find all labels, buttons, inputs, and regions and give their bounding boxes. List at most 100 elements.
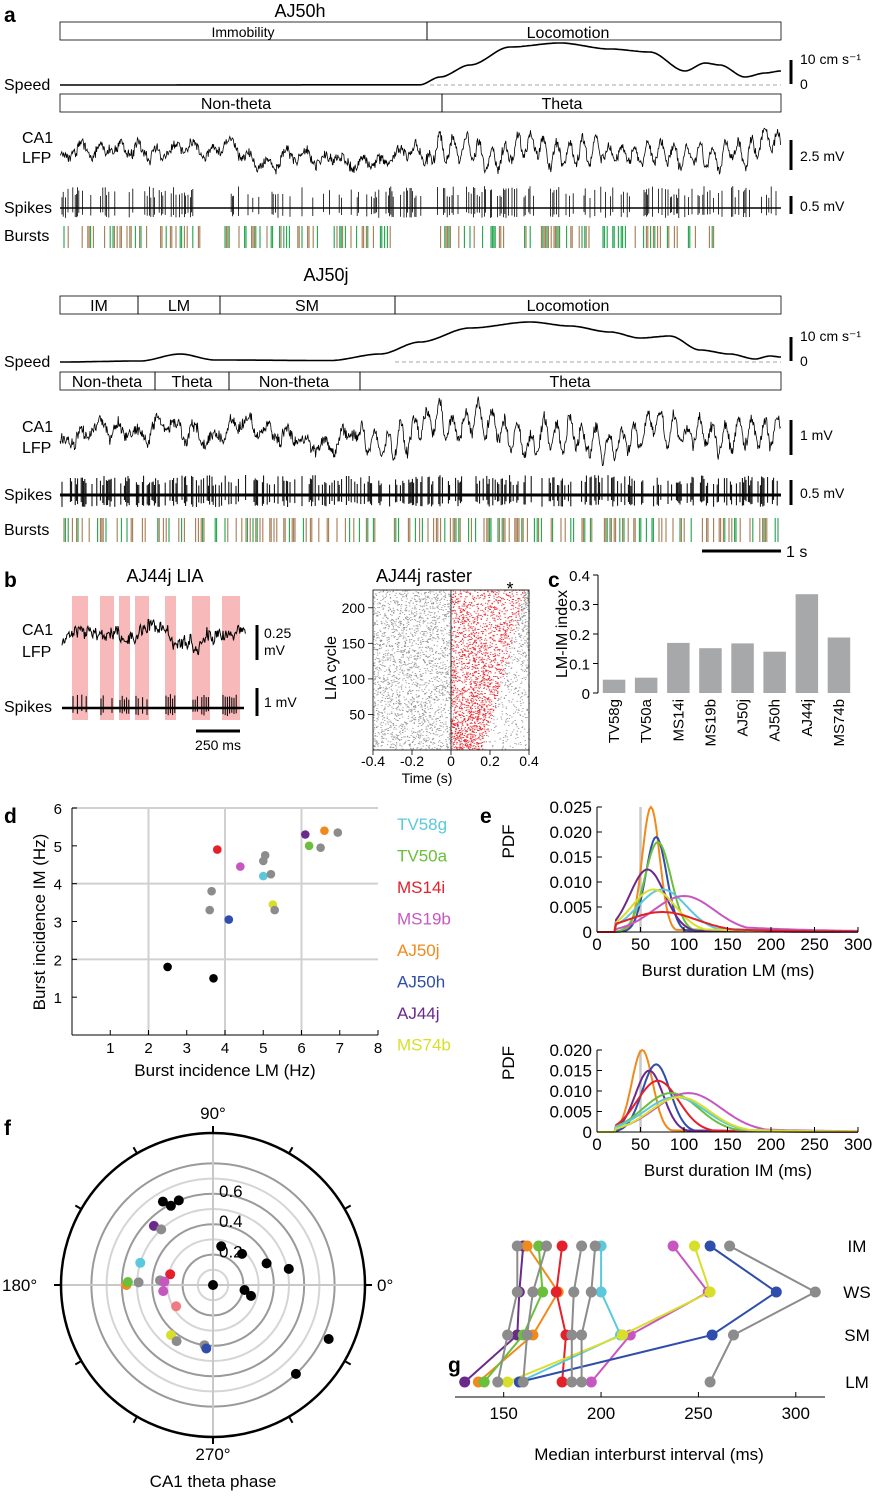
raster-tick	[488, 688, 491, 690]
raster-tick	[498, 678, 500, 679]
raster-tick	[390, 736, 393, 738]
raster-tick	[442, 630, 444, 632]
raster-tick	[398, 703, 401, 705]
raster-tick	[516, 658, 518, 660]
raster-tick	[373, 644, 375, 645]
raster-tick	[487, 656, 489, 657]
raster-tick	[434, 747, 436, 748]
raster-tick	[453, 716, 455, 718]
raster-tick	[398, 699, 400, 701]
raster-tick	[443, 687, 445, 689]
raster-tick	[420, 617, 422, 618]
raster-tick	[506, 673, 508, 674]
raster-tick	[469, 621, 471, 623]
raster-tick	[399, 609, 402, 611]
raster-tick	[407, 710, 409, 712]
raster-tick	[447, 737, 449, 738]
raster-tick	[373, 636, 375, 637]
raster-tick	[493, 686, 495, 687]
raster-tick	[466, 612, 468, 613]
raster-tick	[376, 615, 378, 617]
raster-tick	[469, 707, 472, 709]
raster-tick	[504, 632, 507, 633]
raster-tick	[381, 635, 383, 637]
raster-tick	[452, 692, 454, 694]
raster-tick	[483, 614, 485, 615]
raster-tick	[391, 713, 393, 714]
raster-tick	[449, 629, 451, 631]
raster-tick	[484, 654, 486, 656]
raster-tick	[387, 649, 389, 651]
raster-tick	[424, 662, 426, 664]
raster-tick	[472, 711, 474, 713]
raster-tick	[419, 615, 422, 617]
raster-tick	[527, 646, 529, 648]
raster-tick	[418, 617, 421, 618]
raster-tick	[527, 654, 530, 656]
raster-tick	[496, 718, 498, 720]
raster-tick	[439, 604, 441, 605]
raster-tick	[521, 661, 523, 662]
raster-tick	[418, 725, 420, 727]
raster-tick	[430, 693, 432, 694]
raster-tick	[480, 667, 483, 669]
raster-tick	[464, 745, 467, 746]
raster-tick	[433, 617, 435, 618]
raster-tick	[429, 634, 432, 635]
raster-tick	[507, 618, 509, 620]
raster-tick	[428, 716, 431, 718]
raster-tick	[467, 719, 470, 721]
raster-tick	[460, 608, 463, 610]
raster-tick	[461, 688, 463, 690]
raster-tick	[469, 634, 471, 635]
raster-tick	[464, 649, 466, 651]
raster-tick	[414, 673, 417, 674]
raster-tick	[485, 630, 487, 632]
raster-tick	[483, 704, 485, 706]
raster-tick	[379, 664, 381, 665]
raster-tick	[422, 651, 424, 653]
raster-tick	[373, 635, 376, 637]
raster-tick	[483, 674, 485, 676]
raster-tick	[475, 691, 477, 693]
raster-tick	[374, 702, 376, 704]
raster-tick	[451, 661, 454, 662]
raster-tick	[490, 680, 492, 682]
raster-tick	[471, 633, 473, 635]
raster-tick	[482, 748, 484, 750]
raster-tick	[470, 713, 472, 715]
raster-tick	[392, 735, 394, 737]
raster-tick	[388, 687, 391, 689]
raster-tick	[449, 604, 452, 606]
raster-tick	[468, 696, 471, 697]
raster-tick	[384, 720, 386, 721]
raster-tick	[445, 700, 447, 701]
raster-tick	[459, 708, 462, 709]
raster-tick	[468, 727, 470, 728]
raster-tick	[506, 623, 508, 625]
raster-tick	[373, 663, 375, 664]
raster-tick	[435, 651, 437, 653]
raster-tick	[440, 693, 442, 694]
raster-tick	[384, 700, 386, 702]
raster-tick	[448, 692, 450, 694]
raster-tick	[404, 641, 406, 643]
raster-tick	[456, 719, 459, 721]
raster-tick	[522, 644, 524, 645]
raster-tick	[447, 710, 450, 711]
raster-tick	[440, 746, 442, 748]
raster-tick	[401, 745, 403, 747]
raster-tick	[475, 747, 477, 749]
raster-tick	[515, 707, 517, 709]
raster-tick	[422, 641, 424, 642]
raster-tick	[469, 718, 471, 720]
raster-tick	[382, 695, 385, 696]
raster-tick	[510, 604, 513, 606]
raster-tick	[448, 606, 450, 608]
raster-tick	[418, 720, 420, 722]
raster-tick	[518, 728, 520, 729]
raster-tick	[384, 706, 386, 708]
raster-tick	[374, 724, 376, 726]
raster-tick	[395, 676, 398, 678]
raster-tick	[462, 721, 464, 723]
